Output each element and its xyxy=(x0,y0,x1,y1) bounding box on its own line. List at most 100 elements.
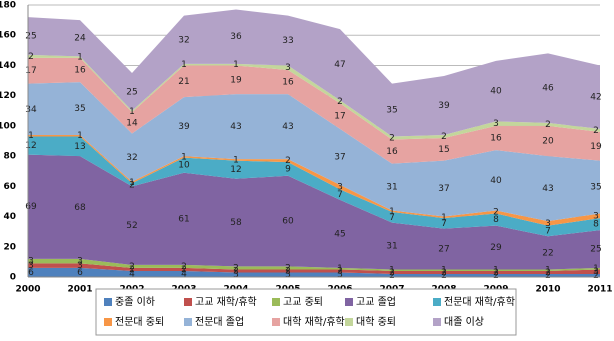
area xyxy=(28,57,600,164)
y-tick-label: 80 xyxy=(3,152,16,162)
y-tick-label: 120 xyxy=(0,91,16,101)
data-label: 9 xyxy=(285,164,291,174)
data-label: 3 xyxy=(593,267,599,277)
data-label: 2 xyxy=(545,268,551,278)
data-label: 1 xyxy=(441,213,447,223)
data-label: 2 xyxy=(337,266,343,276)
x-tick-label: 2010 xyxy=(535,285,560,295)
data-label: 16 xyxy=(282,78,294,88)
data-label: 6 xyxy=(77,268,83,278)
data-label: 20 xyxy=(542,137,554,147)
data-label: 2 xyxy=(285,156,291,166)
data-label: 2 xyxy=(285,263,291,273)
legend-label: 중졸 이하 xyxy=(115,295,155,308)
data-label: 2 xyxy=(545,120,551,130)
data-label: 68 xyxy=(74,203,86,213)
data-label: 1 xyxy=(493,266,499,276)
legend-swatch xyxy=(345,318,353,326)
data-label: 7 xyxy=(441,219,447,229)
legend-label: 전문대 재학/휴학 xyxy=(444,296,515,308)
data-label: 14 xyxy=(126,118,138,128)
data-label: 19 xyxy=(230,75,242,85)
y-tick-label: 40 xyxy=(3,212,16,222)
data-label: 1 xyxy=(389,207,395,217)
data-label: 35 xyxy=(74,104,85,114)
data-label: 32 xyxy=(178,35,189,45)
data-label: 46 xyxy=(542,84,554,94)
data-label: 4 xyxy=(129,269,135,279)
data-label: 2 xyxy=(389,133,395,143)
data-label: 2 xyxy=(129,180,135,190)
data-label: 25 xyxy=(25,31,36,41)
data-label: 3 xyxy=(285,270,291,280)
data-label: 15 xyxy=(438,145,449,155)
data-label: 43 xyxy=(230,122,241,132)
data-label: 3 xyxy=(28,257,34,267)
data-label: 3 xyxy=(28,261,34,271)
data-label: 12 xyxy=(230,165,241,175)
legend-swatch xyxy=(433,298,441,306)
data-label: 19 xyxy=(590,142,602,152)
data-label: 2 xyxy=(441,271,447,281)
data-label: 1 xyxy=(233,155,239,165)
data-label: 17 xyxy=(25,66,36,76)
data-label: 1 xyxy=(28,131,34,141)
data-label: 35 xyxy=(590,183,601,193)
data-label: 37 xyxy=(438,184,449,194)
data-label: 58 xyxy=(230,218,242,228)
legend-label: 고교 중퇴 xyxy=(283,296,323,308)
y-tick-label: 100 xyxy=(0,121,16,131)
legend-swatch xyxy=(272,298,280,306)
data-label: 2 xyxy=(129,265,135,275)
data-label: 32 xyxy=(126,153,137,163)
data-label: 2 xyxy=(493,271,499,281)
data-label: 16 xyxy=(74,65,86,75)
data-label: 37 xyxy=(334,152,345,162)
data-label: 1 xyxy=(181,60,187,70)
area xyxy=(28,258,600,271)
data-label: 1 xyxy=(129,107,135,117)
data-label: 2 xyxy=(181,265,187,275)
data-label: 10 xyxy=(178,161,190,171)
legend-label: 고교 졸업 xyxy=(356,295,396,308)
data-label: 2 xyxy=(493,268,499,278)
legend-swatch xyxy=(104,298,112,306)
data-label: 36 xyxy=(230,32,242,42)
data-label: 1 xyxy=(545,266,551,276)
y-tick-label: 0 xyxy=(10,273,16,283)
data-label: 2 xyxy=(285,266,291,276)
data-label: 29 xyxy=(490,243,502,253)
data-label: 2 xyxy=(389,268,395,278)
data-label: 40 xyxy=(490,87,502,97)
y-tick-label: 140 xyxy=(0,61,16,71)
y-tick-label: 160 xyxy=(0,31,16,41)
data-label: 2 xyxy=(337,97,343,107)
data-label: 2 xyxy=(233,266,239,276)
legend-label: 대학 중퇴 xyxy=(356,316,396,328)
area xyxy=(28,136,600,237)
legend-label: 전문대 졸업 xyxy=(195,315,244,328)
data-label: 45 xyxy=(334,229,345,239)
data-label: 3 xyxy=(337,270,343,280)
data-label: 1 xyxy=(441,266,447,276)
data-label: 2 xyxy=(493,208,499,218)
legend-label: 대졸 이상 xyxy=(444,316,484,328)
data-label: 61 xyxy=(178,214,189,224)
legend-swatch xyxy=(345,298,353,306)
data-label: 2 xyxy=(593,271,599,281)
legend-swatch xyxy=(184,298,192,306)
data-label: 3 xyxy=(233,270,239,280)
data-label: 2 xyxy=(28,52,34,62)
data-label: 16 xyxy=(386,147,398,157)
data-label: 47 xyxy=(334,60,345,70)
data-label: 12 xyxy=(25,141,36,151)
data-label: 25 xyxy=(126,87,137,97)
legend-swatch xyxy=(272,318,280,326)
x-tick-label: 2000 xyxy=(15,285,40,295)
data-label: 2 xyxy=(181,262,187,272)
data-label: 43 xyxy=(542,184,553,194)
legend-label: 전문대 중퇴 xyxy=(115,316,164,328)
data-label: 24 xyxy=(74,34,86,44)
data-label: 1 xyxy=(77,53,83,63)
data-label: 21 xyxy=(178,77,189,87)
